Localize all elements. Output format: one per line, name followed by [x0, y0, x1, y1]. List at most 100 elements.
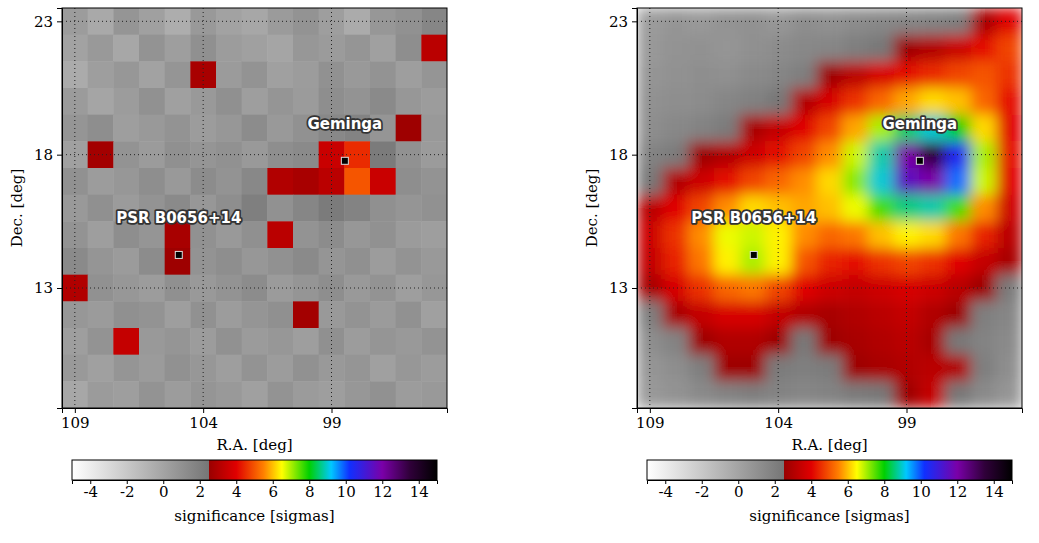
heatmap-cell: [113, 168, 139, 195]
heatmap-cell: [165, 115, 191, 142]
heatmap-cell: [996, 355, 1022, 382]
heatmap-cell: [139, 61, 165, 88]
heatmap-cell: [842, 301, 868, 328]
heatmap-cell: [396, 381, 422, 408]
heatmap-cell: [88, 248, 114, 275]
heatmap-cell: [919, 381, 945, 408]
heatmap-cell: [688, 355, 714, 382]
heatmap-cell: [714, 355, 740, 382]
grid: [637, 8, 1022, 408]
tick-label: 99: [322, 414, 341, 432]
grid-line: [906, 8, 907, 408]
tick-label: 2: [770, 483, 780, 501]
heatmap-cell: [971, 248, 997, 275]
heatmap-cell: [216, 248, 242, 275]
source-marker: [750, 251, 757, 258]
heatmap-cell: [996, 381, 1022, 408]
heatmap-cell: [242, 35, 268, 62]
heatmap-cell: [216, 355, 242, 382]
tick-label: 14: [410, 483, 429, 501]
heatmap-cell: [139, 35, 165, 62]
heatmap-cell: [344, 355, 370, 382]
source-label: PSR B0656+14: [691, 209, 816, 227]
tick-label: -4: [658, 483, 673, 501]
heatmap-cell: [165, 328, 191, 355]
heatmap-cell: [688, 328, 714, 355]
heatmap-cell: [421, 115, 447, 142]
tick: 0: [159, 480, 169, 501]
heatmap-cell: [919, 328, 945, 355]
tick: -2: [695, 480, 710, 501]
heatmap-cell: [165, 61, 191, 88]
heatmap-cell: [714, 35, 740, 62]
heatmap-cell: [971, 141, 997, 168]
heatmap-cell: [740, 248, 766, 275]
heatmap-cell: [88, 328, 114, 355]
heatmap-cell: [242, 248, 268, 275]
tick: 99: [897, 408, 916, 432]
tick: 4: [807, 480, 817, 501]
heatmap-cell: [293, 88, 319, 115]
heatmap-cell: [868, 328, 894, 355]
heatmap-cell: [817, 168, 843, 195]
tick-label: 12: [373, 483, 392, 501]
heatmap-cell: [791, 35, 817, 62]
heatmap-cell: [88, 141, 114, 168]
heatmap-cell: [396, 355, 422, 382]
heatmap-cell: [919, 88, 945, 115]
plot-frame: [637, 8, 1022, 408]
tick-label: 2: [195, 483, 205, 501]
heatmap-cell: [396, 115, 422, 142]
heatmap-cell: [88, 355, 114, 382]
heatmap-cell: [688, 301, 714, 328]
tick-mark: [203, 408, 204, 413]
heatmap-cell: [996, 301, 1022, 328]
tick: 6: [843, 480, 853, 501]
heatmap-cell: [267, 275, 293, 302]
heatmap-cell: [242, 221, 268, 248]
heatmap-cell: [919, 61, 945, 88]
heatmap-cell: [370, 248, 396, 275]
heatmap-cell: [370, 328, 396, 355]
heatmap-cell: [971, 88, 997, 115]
heatmap-cell: [293, 168, 319, 195]
heatmap-cell: [421, 35, 447, 62]
heatmap-cell: [868, 381, 894, 408]
heatmap-cell: [344, 381, 370, 408]
heatmap-cell: [139, 168, 165, 195]
heatmap-cell: [88, 168, 114, 195]
heatmap-cell: [396, 8, 422, 35]
heatmap-cell: [663, 381, 689, 408]
colorbar-title: significance [sigmas]: [174, 507, 334, 525]
heatmap-cell: [396, 141, 422, 168]
heatmap-cell: [88, 8, 114, 35]
heatmap-cell: [663, 248, 689, 275]
heatmap-cell: [663, 168, 689, 195]
tick: 18: [34, 146, 62, 164]
heatmap-cell: [945, 141, 971, 168]
heatmap-cell: [714, 61, 740, 88]
heatmap-cell: [113, 381, 139, 408]
heatmap-cell: [817, 35, 843, 62]
tick-label: 18: [609, 146, 628, 164]
heatmap-cell: [868, 355, 894, 382]
heatmap-cell: [88, 35, 114, 62]
heatmap-cell: [945, 195, 971, 222]
grid-line: [637, 288, 1022, 289]
heatmap-cell: [817, 88, 843, 115]
heatmap-cell: [293, 248, 319, 275]
source-marker: [916, 157, 923, 164]
heatmap-cell: [919, 301, 945, 328]
heatmap-cell: [396, 61, 422, 88]
colorbar-axis: -4-202468101214: [648, 480, 1013, 501]
plot-area: [62, 8, 447, 408]
grid-line: [637, 154, 1022, 155]
heatmap-cell: [242, 355, 268, 382]
heatmap-cell: [216, 381, 242, 408]
heatmap-cell: [293, 35, 319, 62]
heatmap-cell: [996, 248, 1022, 275]
heatmap-cell: [242, 301, 268, 328]
source-marker: [175, 251, 182, 258]
heatmap-cell: [370, 355, 396, 382]
heatmap-cell: [344, 35, 370, 62]
